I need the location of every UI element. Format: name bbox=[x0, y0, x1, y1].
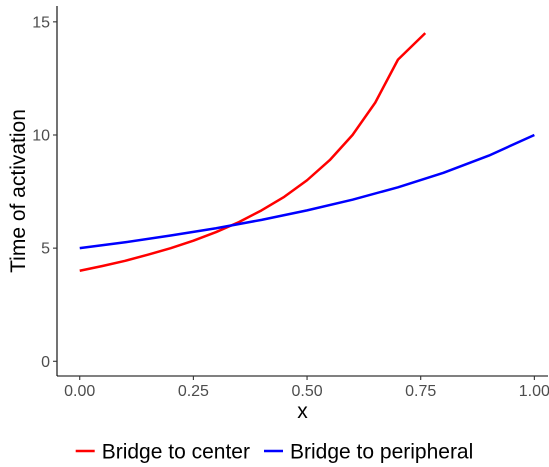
series-line-2 bbox=[79, 133, 535, 250]
x-tick-label: 0.00 bbox=[64, 383, 95, 400]
legend: Bridge to center Bridge to peripheral bbox=[75, 441, 473, 464]
y-tick-label: 5 bbox=[41, 241, 50, 258]
x-tick-label: 0.75 bbox=[405, 383, 436, 400]
x-tick-label: 0.50 bbox=[291, 383, 322, 400]
legend-item-1: Bridge to center bbox=[75, 441, 250, 464]
axes: 0.00 0.25 0.50 0.75 1.00 0 5 10 15 bbox=[32, 6, 549, 400]
series-layer bbox=[79, 32, 535, 272]
x-tick-label: 0.25 bbox=[178, 383, 209, 400]
y-tick-label: 0 bbox=[41, 354, 50, 371]
legend-item-2: Bridge to peripheral bbox=[264, 441, 473, 464]
y-axis-title: Time of activation bbox=[7, 109, 30, 273]
legend-label-1: Bridge to center bbox=[102, 441, 250, 464]
series-line-1 bbox=[79, 32, 427, 272]
x-axis-title: x bbox=[297, 400, 308, 423]
legend-label-2: Bridge to peripheral bbox=[290, 441, 473, 464]
y-tick-label: 15 bbox=[32, 14, 50, 31]
x-tick-label: 1.00 bbox=[519, 383, 549, 400]
y-tick-label: 10 bbox=[32, 127, 50, 144]
